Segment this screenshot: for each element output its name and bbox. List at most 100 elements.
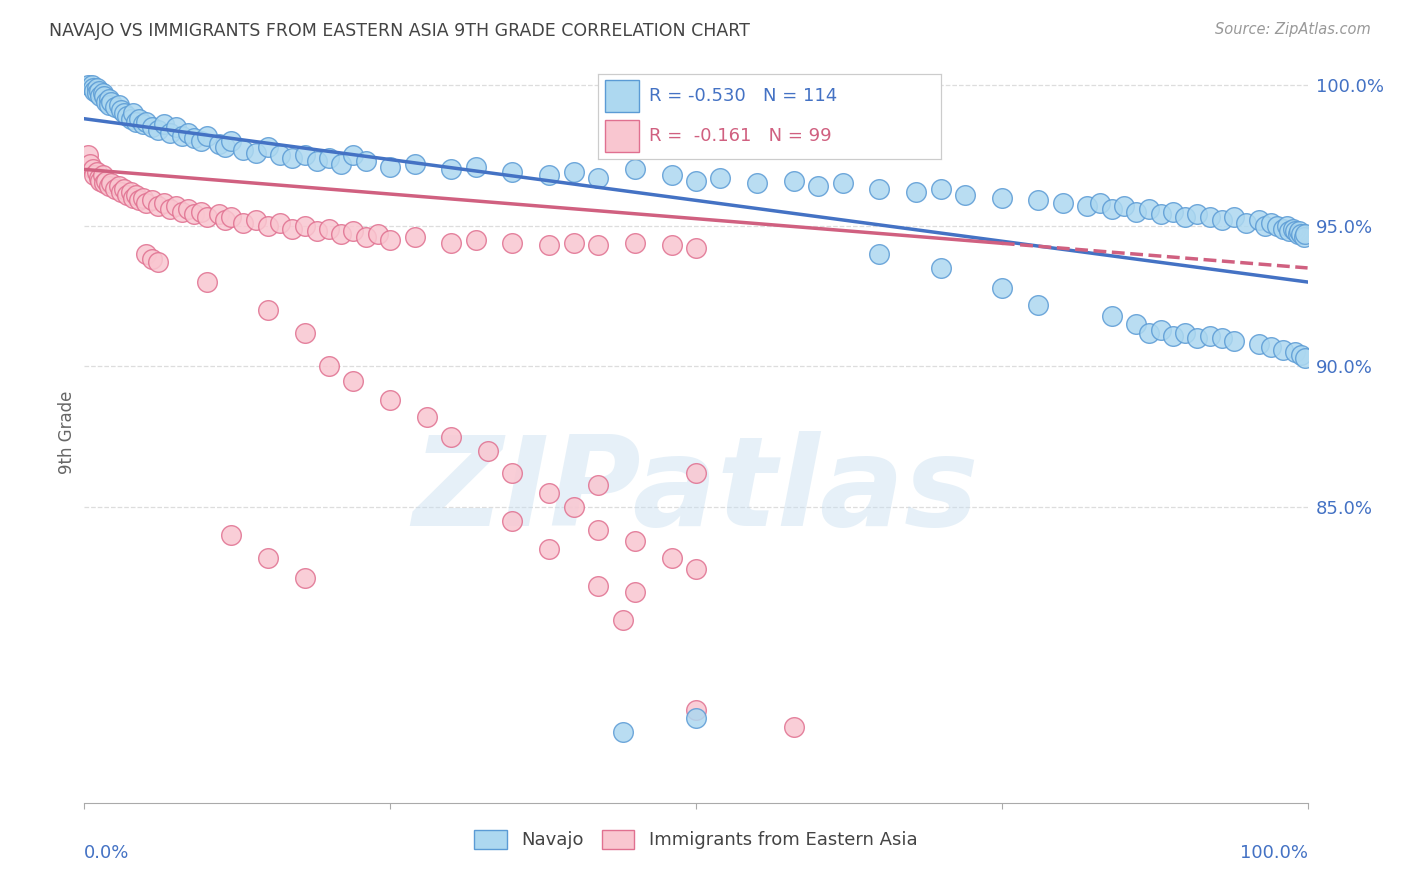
Point xyxy=(318,359,340,374)
Point xyxy=(122,106,145,120)
Point xyxy=(354,153,377,168)
Point xyxy=(1150,207,1173,221)
Point xyxy=(104,100,127,114)
Point xyxy=(115,109,138,123)
Point xyxy=(96,95,118,109)
Point xyxy=(104,182,127,196)
Point xyxy=(120,112,142,126)
Point xyxy=(1101,309,1123,323)
Point xyxy=(929,182,952,196)
Point xyxy=(1223,211,1246,225)
Point xyxy=(685,711,707,725)
Point xyxy=(135,196,157,211)
Point xyxy=(83,84,105,98)
Point xyxy=(91,87,114,101)
Point xyxy=(1187,207,1209,221)
Point xyxy=(685,241,707,255)
Point xyxy=(586,170,609,185)
Point xyxy=(172,204,194,219)
Point xyxy=(294,219,316,233)
Point xyxy=(330,157,353,171)
Point xyxy=(294,148,316,162)
Point xyxy=(107,179,129,194)
Point xyxy=(1150,323,1173,337)
Point xyxy=(294,326,316,340)
Point xyxy=(586,523,609,537)
Point xyxy=(165,199,187,213)
Point xyxy=(1247,213,1270,227)
Point xyxy=(128,194,150,208)
Point xyxy=(87,170,110,185)
Point xyxy=(624,162,647,177)
Point xyxy=(172,128,194,143)
Point xyxy=(1284,345,1306,359)
Point xyxy=(177,126,200,140)
Point xyxy=(330,227,353,242)
Point xyxy=(1125,317,1147,331)
Point xyxy=(1247,337,1270,351)
Point xyxy=(1291,227,1313,242)
Point xyxy=(77,148,100,162)
Point xyxy=(1101,202,1123,216)
Point xyxy=(661,550,683,565)
Point xyxy=(208,207,231,221)
Point xyxy=(440,162,463,177)
Point xyxy=(112,106,135,120)
Point xyxy=(146,123,169,137)
Point xyxy=(685,467,707,481)
Point xyxy=(80,78,103,92)
Point xyxy=(125,187,148,202)
Point xyxy=(562,165,585,179)
Point xyxy=(477,444,499,458)
Point xyxy=(1125,204,1147,219)
Point xyxy=(1052,196,1074,211)
Point xyxy=(82,162,104,177)
Point xyxy=(1211,213,1233,227)
Point xyxy=(135,247,157,261)
Point xyxy=(562,235,585,250)
Point xyxy=(257,550,280,565)
Point xyxy=(83,168,105,182)
Point xyxy=(115,187,138,202)
Point xyxy=(747,177,769,191)
Point xyxy=(1272,343,1295,357)
Point xyxy=(100,95,122,109)
Point xyxy=(1236,216,1258,230)
Point xyxy=(905,185,928,199)
Point xyxy=(1260,216,1282,230)
Point xyxy=(367,227,389,242)
Point xyxy=(464,160,486,174)
Point xyxy=(953,187,976,202)
Point xyxy=(159,202,181,216)
Point xyxy=(269,148,291,162)
Y-axis label: 9th Grade: 9th Grade xyxy=(58,391,76,475)
Point xyxy=(1288,224,1310,238)
Point xyxy=(305,153,328,168)
Point xyxy=(1088,196,1111,211)
Point xyxy=(128,112,150,126)
Point xyxy=(318,151,340,165)
Point xyxy=(122,190,145,204)
Point xyxy=(87,84,110,98)
Point xyxy=(1284,224,1306,238)
Point xyxy=(831,177,853,191)
Point xyxy=(991,190,1014,204)
Point xyxy=(1174,211,1197,225)
Point xyxy=(342,224,364,238)
Point xyxy=(141,194,163,208)
Point xyxy=(232,143,254,157)
Point xyxy=(538,542,561,557)
Point xyxy=(1294,227,1316,242)
Point xyxy=(612,613,634,627)
Point xyxy=(1076,199,1098,213)
Point xyxy=(132,117,155,131)
Point xyxy=(120,185,142,199)
Point xyxy=(141,252,163,267)
Point xyxy=(991,280,1014,294)
Point xyxy=(79,157,101,171)
Point xyxy=(294,571,316,585)
Point xyxy=(77,78,100,92)
Point xyxy=(165,120,187,135)
Point xyxy=(125,114,148,128)
Point xyxy=(869,182,891,196)
